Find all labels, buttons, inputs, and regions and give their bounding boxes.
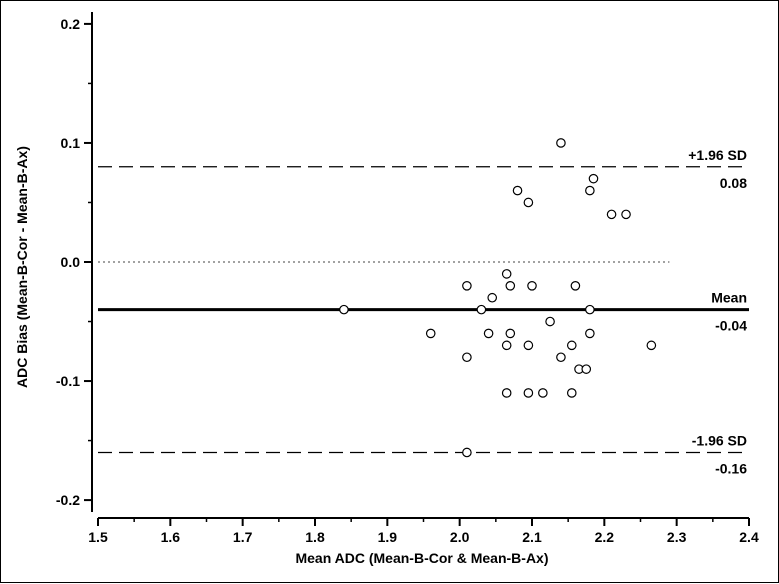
data-point-12: [505, 328, 516, 339]
reference-value-2: -0.16: [715, 460, 747, 476]
data-points: [339, 138, 657, 458]
reference-label-0: +1.96 SD: [688, 147, 747, 163]
y-tick-label-0: 0.2: [61, 16, 81, 32]
x-tick-label-4: 1.9: [378, 529, 398, 545]
data-point-2: [462, 281, 472, 291]
data-point-30: [588, 173, 599, 184]
x-tick-label-9: 2.4: [739, 529, 759, 545]
data-point-4: [462, 447, 472, 458]
y-tick-label-2: 0.0: [61, 254, 81, 270]
y-tick-label-3: -0.1: [56, 373, 80, 389]
reference-lines: [98, 166, 749, 454]
data-point-17: [527, 281, 537, 291]
data-point-14: [523, 197, 534, 208]
data-point-9: [501, 340, 512, 351]
data-point-24: [570, 281, 581, 291]
data-point-1: [425, 328, 436, 339]
reference-label-2: -1.96 SD: [692, 432, 747, 448]
data-point-32: [621, 209, 631, 220]
data-point-22: [566, 340, 577, 351]
x-tick-label-6: 2.1: [522, 529, 542, 545]
x-tick-label-1: 1.6: [161, 529, 181, 545]
data-point-7: [487, 292, 498, 303]
data-point-16: [523, 388, 534, 398]
data-point-31: [606, 209, 617, 220]
x-tick-label-7: 2.2: [595, 529, 615, 545]
reference-value-1: -0.04: [715, 318, 747, 334]
data-point-0: [339, 304, 349, 315]
data-point-18: [538, 388, 548, 398]
reference-value-0: 0.08: [720, 175, 747, 191]
data-point-27: [585, 185, 595, 196]
data-point-13: [512, 185, 523, 196]
y-tick-label-4: -0.2: [56, 492, 80, 508]
y-axis-title: ADC Bias (Mean-B-Cor - Mean-B-Ax): [14, 146, 30, 388]
x-tick-label-8: 2.3: [667, 529, 687, 545]
data-point-6: [483, 328, 494, 339]
data-point-33: [646, 340, 657, 351]
x-axis-title: Mean ADC (Mean-B-Cor & Mean-B-Ax): [295, 550, 548, 566]
data-point-19: [545, 316, 555, 327]
data-point-20: [556, 138, 566, 148]
data-point-10: [501, 388, 512, 398]
x-tick-labels: 1.5 1.6 1.7 1.8 1.9 2.0 2.1 2.2 2.3 2.4: [88, 529, 759, 545]
x-tick-label-5: 2.0: [450, 529, 470, 545]
data-point-21: [556, 352, 566, 363]
data-point-15: [523, 340, 534, 351]
data-point-5: [476, 304, 487, 315]
x-tick-label-3: 1.8: [305, 529, 325, 545]
data-point-26: [581, 364, 592, 374]
data-point-3: [462, 352, 472, 363]
tick-marks: [84, 22, 750, 526]
x-tick-label-2: 1.7: [233, 529, 253, 545]
x-tick-label-0: 1.5: [88, 529, 108, 545]
axes: [91, 12, 749, 519]
data-point-23: [566, 388, 577, 398]
y-tick-labels: 0.2 0.1 0.0 -0.1 -0.2: [56, 16, 80, 508]
reference-label-1: Mean: [711, 290, 747, 306]
data-point-11: [505, 281, 516, 291]
reference-labels: +1.96 SD 0.08 Mean -0.04 -1.96 SD -0.16: [688, 147, 747, 477]
y-tick-label-1: 0.1: [61, 135, 81, 151]
data-point-28: [585, 304, 595, 315]
data-point-29: [585, 328, 595, 339]
data-point-8: [501, 269, 512, 279]
